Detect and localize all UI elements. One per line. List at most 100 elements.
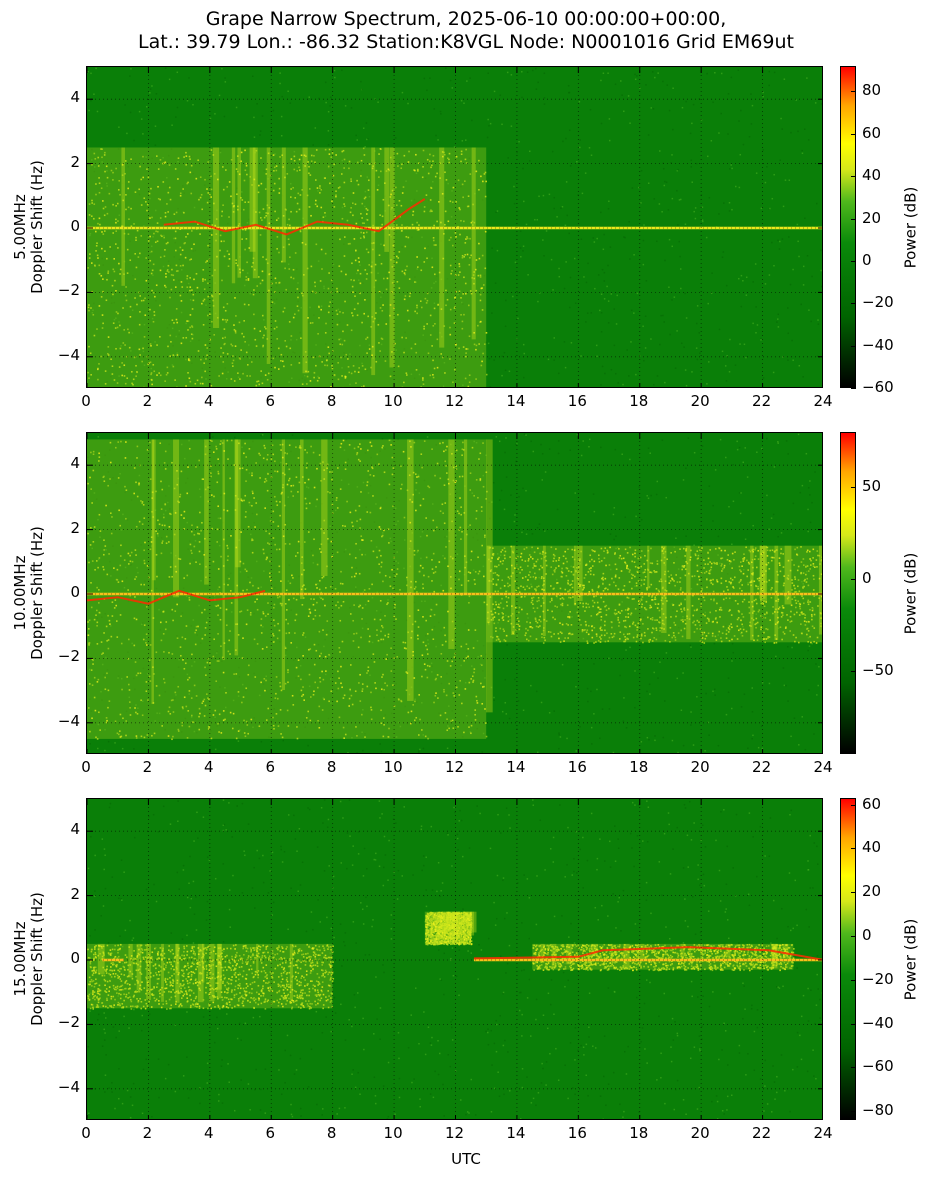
colorbar-tick-label: −40 — [862, 1013, 894, 1032]
colorbar-tick-mark — [851, 260, 856, 262]
colorbar-tick-mark — [851, 671, 856, 673]
x-tick-label: 22 — [752, 758, 772, 776]
tick-marks — [87, 433, 822, 753]
x-tick-label: 14 — [506, 1124, 526, 1142]
y-tick-label: −4 — [57, 1077, 80, 1096]
colorbar-tick-mark — [851, 892, 856, 894]
x-tick-label: 8 — [326, 1124, 337, 1142]
y-axis-label: 5.00MHz Doppler Shift (Hz) — [11, 127, 48, 327]
y-axis-doppler-label: Doppler Shift (Hz) — [28, 526, 46, 660]
spectrogram-plot — [86, 66, 823, 388]
y-tick-label: −2 — [57, 647, 80, 666]
spectrogram-plot — [86, 798, 823, 1120]
y-tick-label: 0 — [70, 217, 80, 235]
colorbar-tick-mark — [851, 133, 856, 135]
grid-lines — [87, 433, 822, 753]
y-axis-frequency-label: 10.00MHz — [11, 555, 29, 631]
colorbar — [840, 432, 856, 754]
x-tick-label: 24 — [813, 1124, 833, 1142]
x-tick-label: 18 — [629, 758, 649, 776]
x-tick-label: 20 — [690, 758, 710, 776]
x-tick-label: 10 — [383, 392, 403, 410]
colorbar-tick-mark — [851, 487, 856, 489]
x-tick-label: 12 — [444, 1124, 465, 1142]
colorbar-tick-mark — [851, 388, 856, 389]
colorbar-tick-label: 20 — [862, 208, 882, 227]
y-tick-label: −4 — [57, 345, 80, 364]
colorbar-tick-mark — [851, 176, 856, 178]
y-tick-label: 0 — [70, 583, 80, 601]
x-tick-label: 20 — [690, 1124, 710, 1142]
x-tick-label: 8 — [326, 392, 337, 410]
colorbar-tick-label: −60 — [862, 378, 894, 396]
spread-region — [87, 943, 335, 1010]
x-tick-label: 14 — [506, 392, 526, 410]
x-tick-label: 6 — [265, 1124, 276, 1142]
x-tick-label: 2 — [142, 392, 153, 410]
y-tick-label: −2 — [57, 1013, 80, 1032]
x-tick-label: 0 — [81, 1124, 91, 1142]
colorbar-tick-mark — [851, 979, 856, 981]
y-axis-label: 10.00MHz Doppler Shift (Hz) — [11, 493, 48, 693]
colorbar-tick-label: 0 — [862, 569, 872, 588]
y-tick-label: 2 — [70, 152, 80, 171]
colorbar-tick-label: −20 — [862, 969, 894, 988]
y-tick-label: 4 — [70, 88, 80, 107]
colorbar-label: Power (dB) — [901, 552, 920, 635]
x-tick-label: 16 — [567, 392, 587, 410]
spectrogram-canvas — [87, 67, 822, 387]
x-tick-label: 2 — [142, 1124, 153, 1142]
y-axis-doppler-label: Doppler Shift (Hz) — [28, 892, 46, 1026]
y-tick-label: −2 — [57, 281, 80, 300]
y-axis-frequency-label: 5.00MHz — [11, 194, 29, 260]
x-tick-label: 12 — [444, 392, 465, 410]
colorbar-label: Power (dB) — [901, 186, 920, 269]
spectrogram-canvas — [87, 799, 822, 1119]
colorbar-tick-mark — [851, 345, 856, 347]
y-tick-label: −4 — [57, 711, 80, 730]
x-tick-label: 16 — [567, 1124, 587, 1142]
x-tick-label: 8 — [326, 758, 337, 776]
grid-lines — [87, 67, 822, 387]
grid-lines — [87, 799, 822, 1119]
noise-texture — [87, 433, 821, 753]
colorbar-tick-mark — [851, 91, 856, 93]
x-tick-label: 16 — [567, 758, 587, 776]
y-tick-label: 2 — [70, 518, 80, 537]
colorbar-tick-label: 60 — [862, 123, 882, 142]
x-tick-label: 10 — [383, 1124, 403, 1142]
chart-title-line2: Lat.: 39.79 Lon.: -86.32 Station:K8VGL N… — [137, 31, 794, 53]
doppler-trace — [473, 946, 822, 961]
x-tick-label: 6 — [265, 392, 276, 410]
colorbar-tick-label: −20 — [862, 293, 894, 312]
colorbar-tick-mark — [851, 1023, 856, 1025]
x-tick-label: 10 — [383, 758, 403, 776]
chart-title-line1: Grape Narrow Spectrum, 2025-06-10 00:00:… — [205, 8, 727, 30]
x-tick-label: 4 — [204, 392, 214, 410]
colorbar-tick-mark — [851, 218, 856, 220]
colorbar-tick-mark — [851, 303, 856, 305]
x-tick-label: 4 — [204, 1124, 214, 1142]
y-axis-frequency-label: 15.00MHz — [11, 921, 29, 997]
colorbar-tick-mark — [851, 1067, 856, 1069]
x-tick-label: 0 — [81, 392, 91, 410]
x-tick-label: 2 — [142, 758, 153, 776]
colorbar-tick-mark — [851, 804, 856, 806]
tick-marks — [87, 67, 822, 387]
x-tick-label: 6 — [265, 758, 276, 776]
colorbar-tick-mark — [851, 936, 856, 937]
y-tick-label: 2 — [70, 884, 80, 903]
y-tick-label: 0 — [70, 949, 80, 967]
x-tick-label: 20 — [690, 392, 710, 410]
colorbar-tick-mark — [851, 579, 856, 581]
x-tick-label: 14 — [506, 758, 526, 776]
colorbar-tick-label: −40 — [862, 335, 894, 354]
colorbar — [840, 798, 856, 1120]
colorbar-tick-label: −60 — [862, 1057, 894, 1076]
x-tick-label: 12 — [444, 758, 465, 776]
tick-marks — [87, 799, 822, 1119]
colorbar-tick-label: 50 — [862, 477, 882, 496]
colorbar-tick-label: −50 — [862, 661, 894, 680]
colorbar-tick-mark — [851, 1111, 856, 1113]
doppler-trace — [87, 589, 266, 605]
